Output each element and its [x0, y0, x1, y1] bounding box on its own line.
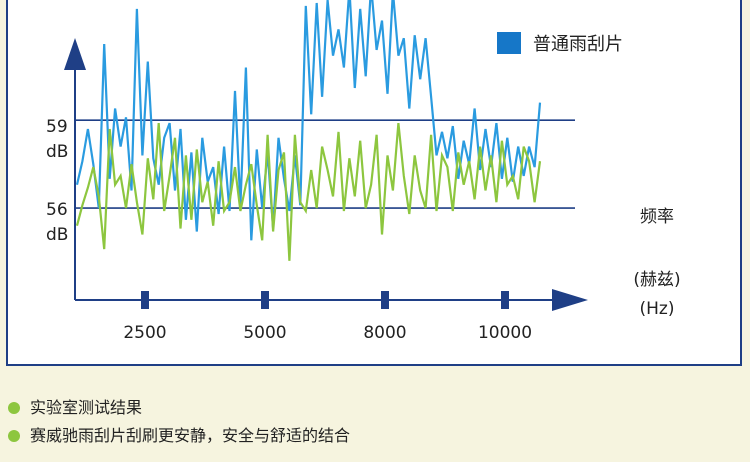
y-label-56: 56: [46, 200, 68, 220]
x-ticks: 2500 5000 8000 10000: [123, 291, 532, 343]
notes-list: 实验室测试结果 赛威驰雨刮片刮刷更安静，安全与舒适的结合: [8, 394, 350, 450]
series-line-regular-wiper: [75, 0, 542, 241]
x-axis-title-line3: (Hz): [640, 299, 675, 319]
y-label-59: 59: [46, 117, 68, 137]
legend-swatch: [497, 32, 521, 54]
legend-label: 普通雨刮片: [533, 34, 623, 55]
x-axis-title-line1: 频率: [640, 207, 674, 227]
x-tick-label: 10000: [478, 323, 532, 343]
bullet-icon: [8, 430, 20, 442]
x-tick-label: 2500: [123, 323, 166, 343]
series-layer: [75, 0, 542, 261]
y-axis-arrow: [64, 38, 86, 70]
note-item: 实验室测试结果: [8, 394, 350, 422]
y-label-59-unit: dB: [46, 142, 68, 162]
bullet-icon: [8, 402, 20, 414]
x-tick-mark: [261, 291, 269, 309]
noise-chart: 2500 5000 8000 10000 59 dB 56 dB 普通雨刮片 频率 (…: [46, 0, 681, 343]
note-text: 赛威驰雨刮片刮刷更安静，安全与舒适的结合: [30, 426, 351, 445]
note-text: 实验室测试结果: [30, 398, 143, 417]
x-axis-arrow: [552, 289, 588, 311]
axes: [64, 38, 588, 311]
x-tick-mark: [501, 291, 509, 309]
note-item: 赛威驰雨刮片刮刷更安静，安全与舒适的结合: [8, 422, 350, 450]
x-tick-label: 5000: [243, 323, 286, 343]
reference-lines: [75, 119, 575, 209]
x-tick-label: 8000: [363, 323, 406, 343]
y-label-56-unit: dB: [46, 225, 68, 245]
x-axis-title-line2: (赫兹): [633, 270, 680, 290]
x-tick-mark: [381, 291, 389, 309]
x-tick-mark: [141, 291, 149, 309]
series-line-comparison: [75, 122, 542, 261]
